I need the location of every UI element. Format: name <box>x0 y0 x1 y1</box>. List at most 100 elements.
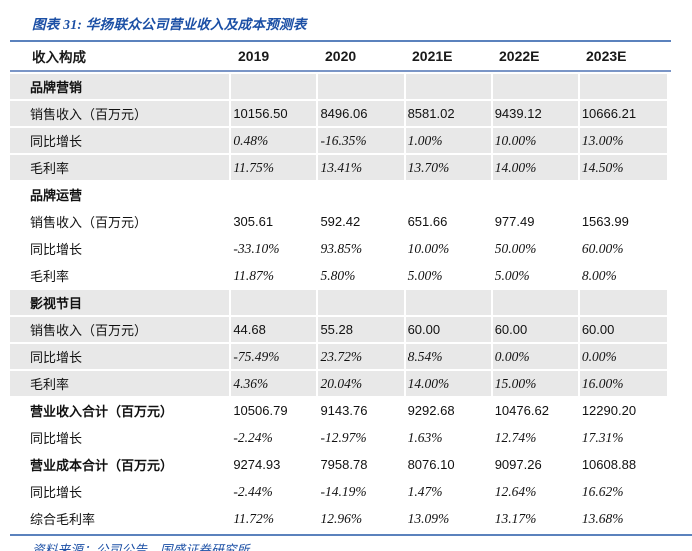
row-label: 品牌运营 <box>30 188 83 203</box>
cell-value: 1.47% <box>407 483 443 499</box>
cell-value: 12.74% <box>494 429 537 445</box>
cell-value: 0.00% <box>579 344 667 369</box>
source-row: 资料来源：公司公告，国盛证券研究所 <box>10 534 692 551</box>
cell-value: 592.42 <box>320 214 361 229</box>
cell-value: 9274.93 <box>233 457 281 472</box>
cell-value: 8581.02 <box>405 101 491 126</box>
cell-value: 9439.12 <box>492 101 578 126</box>
cell-value: 13.70% <box>405 155 491 180</box>
cell-value <box>318 74 404 99</box>
cell-value: 15.00% <box>492 371 578 396</box>
cell-value: 12.96% <box>320 510 363 526</box>
cell-value: -2.24% <box>233 429 273 445</box>
column-header-2020: 2020 <box>325 48 357 64</box>
cell-value: -2.44% <box>233 483 273 499</box>
row-label: 影视节目 <box>10 290 230 315</box>
cell-value: 44.68 <box>231 317 317 342</box>
cell-value: -33.10% <box>233 240 280 256</box>
cell-value: 0.00% <box>492 344 578 369</box>
row-label: 综合毛利率 <box>30 512 96 527</box>
cell-value: 13.00% <box>579 128 667 153</box>
cell-value <box>492 290 578 315</box>
section-row: 品牌运营 <box>10 182 667 207</box>
cell-value: 9143.76 <box>320 403 368 418</box>
cell-value: 10.00% <box>492 128 578 153</box>
cell-value <box>580 182 667 207</box>
cell-value: 10608.88 <box>581 457 637 472</box>
row-label: 营业收入合计（百万元） <box>30 404 174 419</box>
cell-value: 8496.06 <box>318 101 404 126</box>
cell-value: 12.64% <box>494 483 537 499</box>
cell-value: 60.00% <box>581 240 624 256</box>
cell-value <box>231 290 317 315</box>
table-row: 毛利率 4.36% 20.04% 14.00% 15.00% 16.00% <box>10 371 667 396</box>
cell-value: 1563.99 <box>581 214 629 229</box>
table-row: 综合毛利率 11.72% 12.96% 13.09% 13.17% 13.68% <box>10 506 667 531</box>
row-label: 同比增长 <box>30 431 83 446</box>
column-header-2022e: 2022E <box>499 48 540 64</box>
cell-value: 10506.79 <box>233 403 288 418</box>
cell-value: 16.00% <box>579 371 667 396</box>
table-row: 同比增长 0.48% -16.35% 1.00% 10.00% 13.00% <box>10 128 667 153</box>
cell-value: 60.00 <box>492 317 578 342</box>
cell-value: -16.35% <box>318 128 404 153</box>
cell-value: 60.00 <box>579 317 667 342</box>
cell-value: 20.04% <box>318 371 404 396</box>
cell-value: 13.68% <box>581 510 624 526</box>
cell-value: 0.48% <box>231 128 317 153</box>
cell-value: 13.09% <box>407 510 450 526</box>
cell-value: 11.87% <box>233 267 274 283</box>
table-row: 销售收入（百万元） 305.61 592.42 651.66 977.49 1563.99 <box>10 209 667 234</box>
column-header-2021e: 2021E <box>412 48 453 64</box>
cell-value <box>318 290 404 315</box>
row-label: 毛利率 <box>30 269 70 284</box>
source-note: 资料来源：公司公告，国盛证券研究所 <box>32 543 250 551</box>
cell-value: 7958.78 <box>320 457 368 472</box>
cell-value: 12290.20 <box>581 403 637 418</box>
cell-value: 9292.68 <box>407 403 455 418</box>
cell-value: 305.61 <box>233 214 274 229</box>
column-header-revenue-composition: 收入构成 <box>32 50 86 65</box>
cell-value: 651.66 <box>407 214 448 229</box>
row-label: 同比增长 <box>30 485 83 500</box>
cell-value: 10.00% <box>407 240 450 256</box>
cell-value <box>318 182 403 207</box>
cell-value: 14.50% <box>579 155 667 180</box>
row-label: 销售收入（百万元） <box>30 215 148 230</box>
cell-value: 55.28 <box>318 317 404 342</box>
table-header-row: 收入构成 2019 2020 2021E 2022E 2023E <box>10 40 671 72</box>
cell-value <box>405 74 491 99</box>
cell-value: 5.00% <box>494 267 530 283</box>
cell-value: 10156.50 <box>231 101 317 126</box>
section-row: 品牌营销 <box>10 74 667 99</box>
section-row: 影视节目 <box>10 290 667 315</box>
cell-value: -12.97% <box>320 429 367 445</box>
table-row: 同比增长 -75.49% 23.72% 8.54% 0.00% 0.00% <box>10 344 667 369</box>
cell-value <box>579 290 667 315</box>
cell-value: 1.63% <box>407 429 443 445</box>
table-row: 销售收入（百万元） 44.68 55.28 60.00 60.00 60.00 <box>10 317 667 342</box>
row-label: 销售收入（百万元） <box>10 101 230 126</box>
cell-value: 50.00% <box>494 240 537 256</box>
cell-value: 11.75% <box>231 155 317 180</box>
cell-value <box>406 182 491 207</box>
cell-value: 4.36% <box>231 371 317 396</box>
table-row: 销售收入（百万元） 10156.50 8496.06 8581.02 9439.12 10… <box>10 101 667 126</box>
table-row: 同比增长 -2.24% -12.97% 1.63% 12.74% 17.31% <box>10 425 667 450</box>
row-label: 毛利率 <box>10 155 230 180</box>
row-label: 毛利率 <box>10 371 230 396</box>
cell-value: 8076.10 <box>407 457 455 472</box>
table-row: 毛利率 11.75% 13.41% 13.70% 14.00% 14.50% <box>10 155 667 180</box>
cell-value: -75.49% <box>231 344 317 369</box>
cell-value: 5.80% <box>320 267 356 283</box>
row-label: 同比增长 <box>10 128 230 153</box>
cell-value <box>405 290 491 315</box>
forecast-table: 品牌营销 销售收入（百万元） 10156.50 8496.06 8581.02 9439.… <box>8 72 669 533</box>
cell-value: 1.00% <box>405 128 491 153</box>
cell-value <box>231 182 316 207</box>
cell-value: 8.54% <box>405 344 491 369</box>
page-title: 图表 31: 华扬联众公司营业收入及成本预测表 <box>32 17 307 32</box>
cell-value: 5.00% <box>407 267 443 283</box>
cell-value: 14.00% <box>492 155 578 180</box>
cell-value: -14.19% <box>320 483 367 499</box>
